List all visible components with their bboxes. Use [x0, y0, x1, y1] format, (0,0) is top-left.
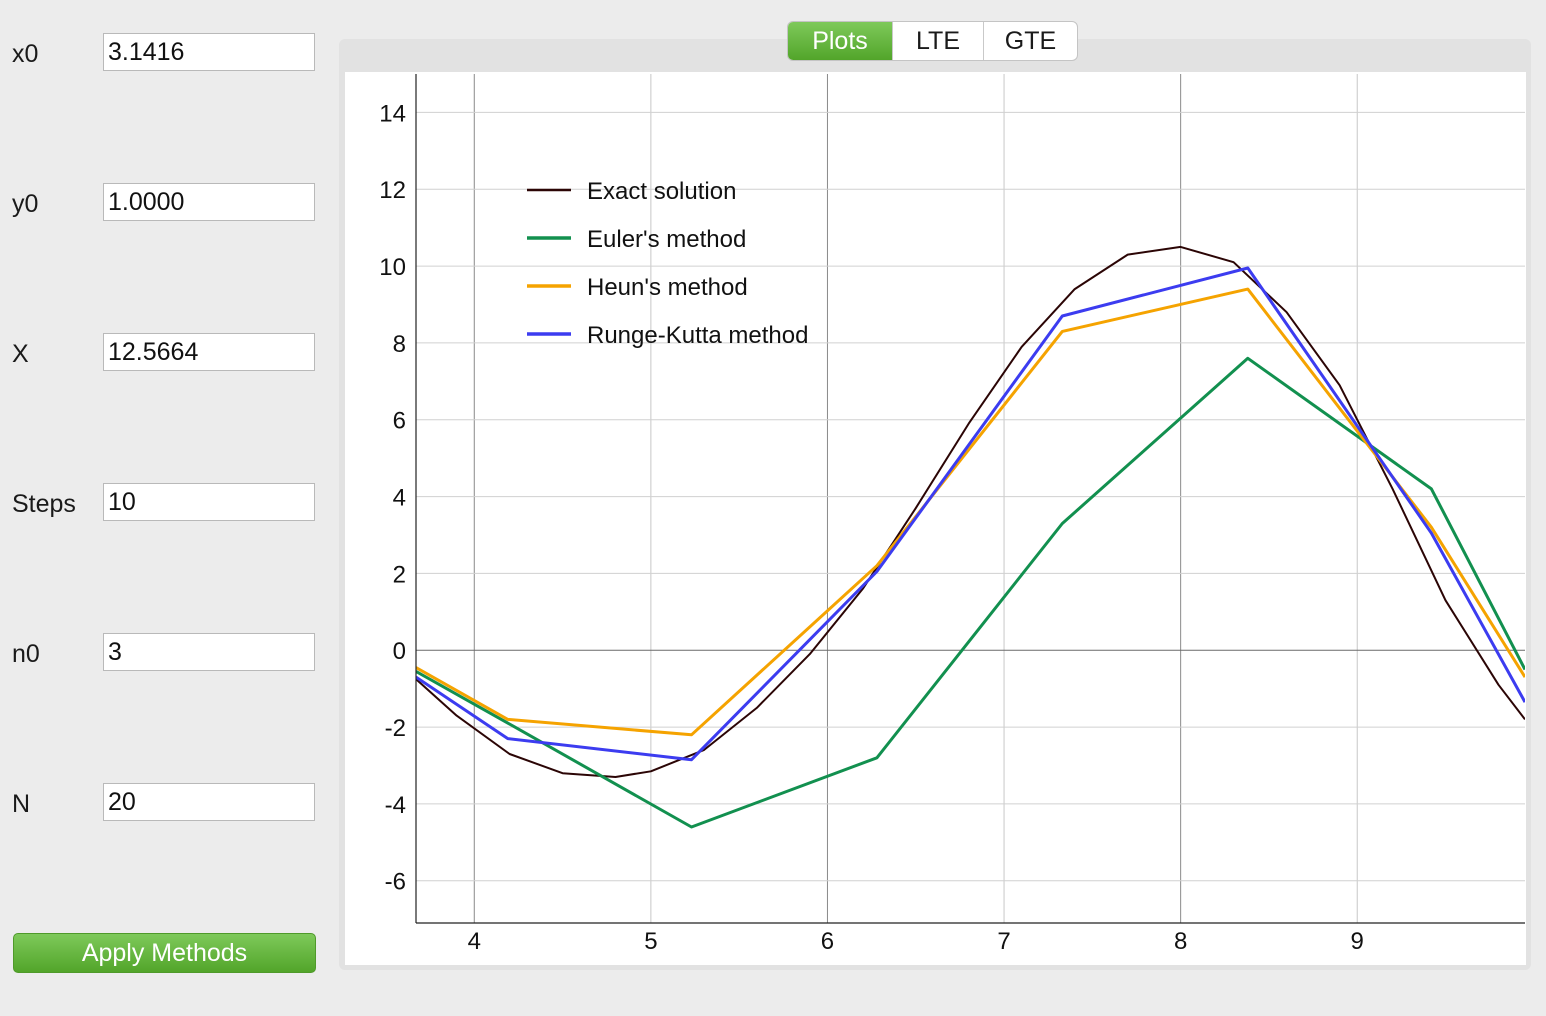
apply-methods-button[interactable]: Apply Methods	[13, 933, 316, 973]
legend-label: Runge-Kutta method	[587, 322, 808, 349]
x-tick-label: 5	[644, 928, 657, 955]
legend-label: Heun's method	[587, 274, 748, 301]
chart-legend: Exact solution Euler's method Heun's metho…	[527, 178, 808, 349]
x-tick-label: 4	[468, 928, 481, 955]
y-tick-label: -6	[385, 869, 406, 896]
series-line-exact-solution	[416, 245, 1525, 778]
y-tick-label: 8	[393, 331, 406, 358]
n0-label: n0	[12, 640, 40, 668]
x0-input[interactable]	[103, 33, 315, 71]
plot-area	[345, 72, 1526, 965]
tab-lte[interactable]: LTE	[892, 22, 983, 60]
y-tick-label: 6	[393, 408, 406, 435]
tab-gte[interactable]: GTE	[983, 22, 1077, 60]
x-tick-label: 7	[997, 928, 1010, 955]
x-tick-label: 6	[821, 928, 834, 955]
y-tick-label: -4	[385, 792, 406, 819]
y-tick-label: 10	[379, 254, 406, 281]
series-line-heun-s-method	[416, 287, 1525, 737]
x-end-input[interactable]	[103, 333, 315, 371]
n-label: N	[12, 790, 31, 818]
series-line-runge-kutta-method	[416, 266, 1525, 762]
tab-bar: Plots LTE GTE	[787, 21, 1078, 61]
legend-label: Euler's method	[587, 226, 746, 253]
y-tick-label: 2	[393, 561, 406, 588]
x0-label: x0	[12, 40, 39, 68]
legend-label: Exact solution	[587, 178, 736, 205]
n0-input[interactable]	[103, 633, 315, 671]
y0-label: y0	[12, 190, 39, 218]
tab-plots[interactable]: Plots	[788, 22, 892, 60]
n-input[interactable]	[103, 783, 315, 821]
x-tick-label: 9	[1351, 928, 1364, 955]
steps-label: Steps	[12, 490, 76, 518]
y-tick-label: 4	[393, 485, 406, 512]
y-tick-label: 12	[379, 177, 406, 204]
y-tick-label: -2	[385, 715, 406, 742]
x-end-label: X	[12, 340, 29, 368]
y-tick-label: 0	[393, 638, 406, 665]
y-tick-label: 14	[379, 100, 406, 127]
steps-input[interactable]	[103, 483, 315, 521]
x-tick-label: 8	[1174, 928, 1187, 955]
y0-input[interactable]	[103, 183, 315, 221]
